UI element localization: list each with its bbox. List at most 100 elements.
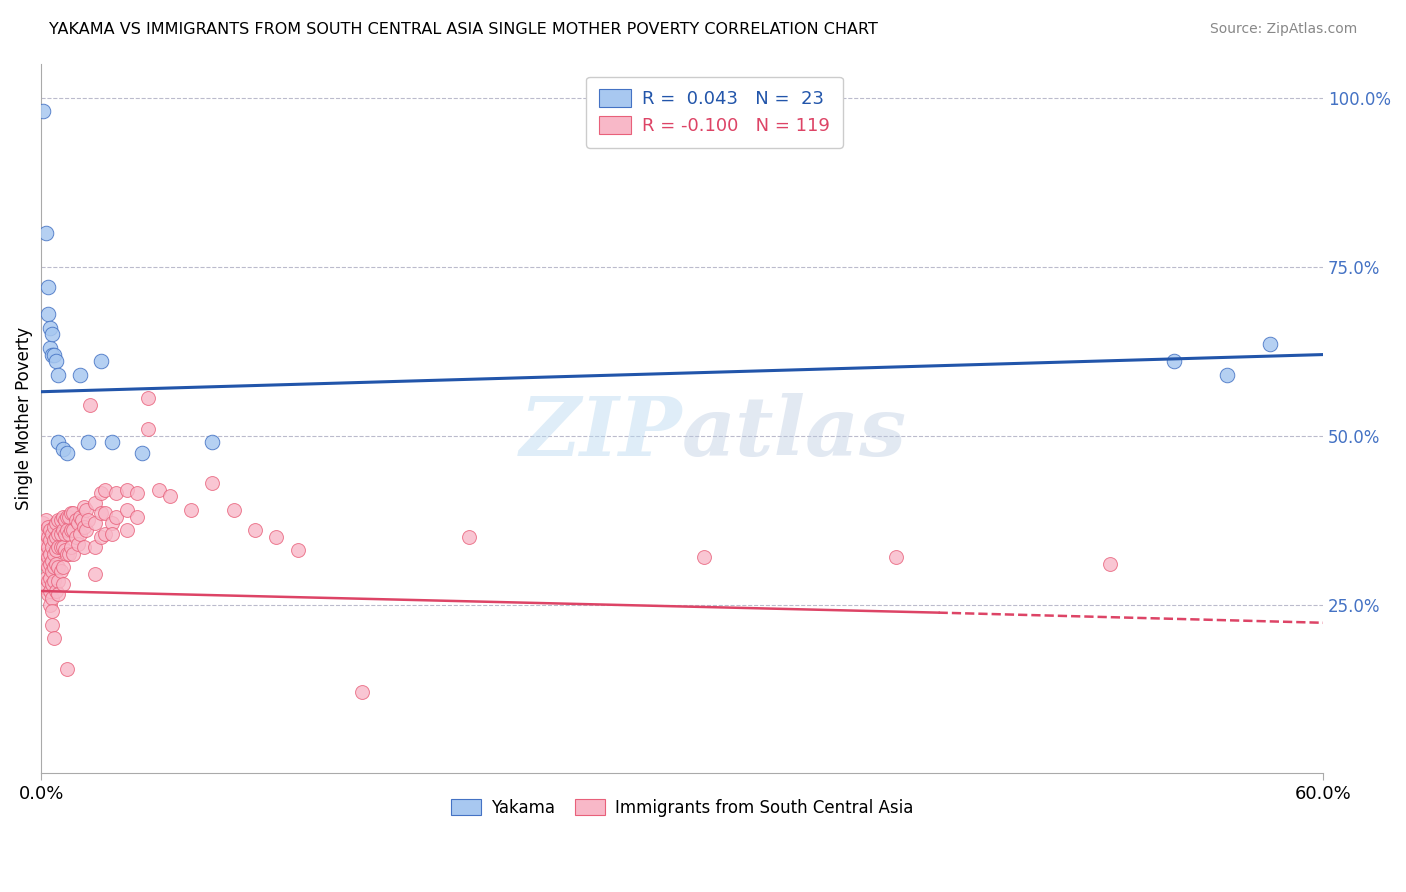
- Point: [692, 550, 714, 565]
- Point: [34, 513, 56, 527]
- Point: [48, 560, 70, 574]
- Point: [77, 435, 100, 450]
- Point: [69, 526, 91, 541]
- Point: [41, 327, 63, 342]
- Point: [94, 483, 117, 497]
- Point: [45, 530, 67, 544]
- Point: [58, 547, 80, 561]
- Point: [90, 530, 112, 544]
- Point: [1216, 368, 1239, 382]
- Point: [34, 537, 56, 551]
- Point: [1098, 557, 1121, 571]
- Point: [45, 354, 67, 368]
- Point: [34, 526, 56, 541]
- Point: [48, 368, 70, 382]
- Point: [38, 598, 60, 612]
- Point: [115, 523, 138, 537]
- Point: [32, 533, 55, 548]
- Point: [90, 354, 112, 368]
- Point: [83, 540, 105, 554]
- Point: [56, 523, 79, 537]
- Point: [48, 526, 70, 541]
- Point: [45, 516, 67, 531]
- Point: [159, 490, 181, 504]
- Point: [127, 509, 149, 524]
- Point: [62, 506, 84, 520]
- Point: [70, 513, 93, 527]
- Point: [56, 547, 79, 561]
- Point: [83, 496, 105, 510]
- Point: [1258, 337, 1281, 351]
- Point: [41, 540, 63, 554]
- Point: [101, 526, 124, 541]
- Point: [52, 560, 75, 574]
- Point: [115, 503, 138, 517]
- Point: [34, 570, 56, 584]
- Point: [38, 533, 60, 548]
- Point: [49, 513, 72, 527]
- Point: [37, 280, 59, 294]
- Point: [41, 347, 63, 361]
- Point: [37, 587, 59, 601]
- Point: [79, 398, 101, 412]
- Point: [45, 543, 67, 558]
- Point: [58, 509, 80, 524]
- Point: [56, 509, 79, 524]
- Point: [201, 475, 224, 490]
- Point: [38, 341, 60, 355]
- Point: [90, 486, 112, 500]
- Point: [44, 632, 66, 646]
- Point: [41, 564, 63, 578]
- Point: [243, 523, 266, 537]
- Point: [94, 526, 117, 541]
- Point: [65, 530, 87, 544]
- Point: [44, 560, 66, 574]
- Text: Source: ZipAtlas.com: Source: ZipAtlas.com: [1209, 22, 1357, 37]
- Point: [65, 513, 87, 527]
- Point: [48, 513, 70, 527]
- Point: [37, 540, 59, 554]
- Point: [56, 445, 79, 459]
- Point: [180, 503, 202, 517]
- Text: atlas: atlas: [682, 393, 907, 473]
- Point: [201, 435, 224, 450]
- Point: [60, 506, 83, 520]
- Point: [48, 435, 70, 450]
- Point: [75, 523, 97, 537]
- Point: [56, 662, 79, 676]
- Point: [1163, 354, 1185, 368]
- Point: [44, 547, 66, 561]
- Point: [131, 445, 153, 459]
- Point: [34, 581, 56, 595]
- Point: [148, 483, 170, 497]
- Y-axis label: Single Mother Poverty: Single Mother Poverty: [15, 327, 32, 510]
- Point: [44, 347, 66, 361]
- Point: [49, 564, 72, 578]
- Point: [73, 540, 96, 554]
- Point: [37, 560, 59, 574]
- Point: [41, 577, 63, 591]
- Point: [94, 506, 117, 520]
- Point: [75, 503, 97, 517]
- Point: [457, 530, 479, 544]
- Point: [48, 587, 70, 601]
- Point: [45, 584, 67, 599]
- Point: [52, 523, 75, 537]
- Point: [350, 685, 373, 699]
- Point: [73, 500, 96, 514]
- Point: [37, 550, 59, 565]
- Point: [222, 503, 245, 517]
- Text: ZIP: ZIP: [520, 393, 682, 473]
- Point: [115, 483, 138, 497]
- Point: [38, 547, 60, 561]
- Point: [52, 442, 75, 457]
- Point: [37, 307, 59, 321]
- Point: [32, 516, 55, 531]
- Point: [66, 516, 89, 531]
- Point: [52, 509, 75, 524]
- Point: [44, 574, 66, 588]
- Point: [136, 422, 159, 436]
- Point: [101, 516, 124, 531]
- Point: [34, 226, 56, 240]
- Point: [44, 533, 66, 548]
